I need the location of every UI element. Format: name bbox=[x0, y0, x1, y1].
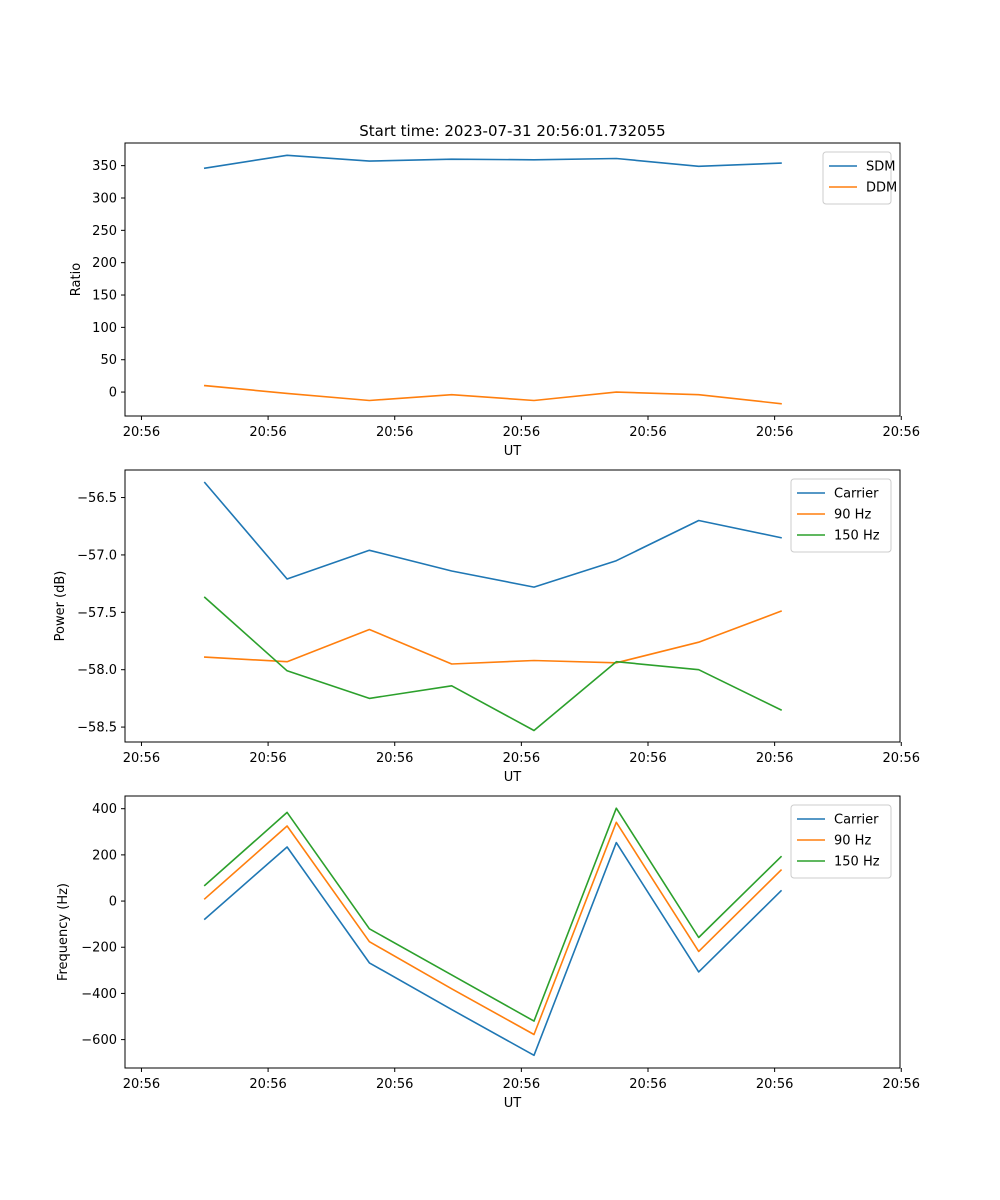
ratio-x-tick-label: 20:56 bbox=[503, 425, 540, 440]
frequency-panel: 20:56 20:56 20:56 20:56 20:56 20:56 20:56 −600 −… bbox=[56, 795, 920, 1111]
ratio-x-tick-label: 20:56 bbox=[629, 425, 666, 440]
ratio-y-tick-label: 50 bbox=[100, 353, 117, 368]
power-y-tick-label: −58.5 bbox=[77, 721, 117, 736]
frequency-x-tick-label: 20:56 bbox=[756, 1077, 793, 1092]
frequency-x-tick-label: 20:56 bbox=[629, 1077, 666, 1092]
power-legend-label-carrier: Carrier bbox=[834, 487, 879, 502]
power-y-tick-label: −58.0 bbox=[77, 663, 117, 678]
ratio-series-sdm-line bbox=[203, 154, 782, 170]
frequency-legend-label-150-hz: 150 Hz bbox=[834, 855, 880, 870]
ratio-x-tick-label: 20:56 bbox=[123, 425, 160, 440]
frequency-series-90-hz-line bbox=[203, 821, 783, 1036]
power-x-tick-label: 20:56 bbox=[123, 751, 160, 766]
frequency-series-carrier-line bbox=[203, 841, 783, 1057]
ratio-y-tick-label: 150 bbox=[92, 289, 117, 304]
frequency-x-tick-label: 20:56 bbox=[123, 1077, 160, 1092]
power-x-tick-label: 20:56 bbox=[883, 751, 920, 766]
power-legend-box bbox=[790, 478, 892, 553]
power-series-carrier-line bbox=[203, 481, 782, 588]
power-x-tick-label: 20:56 bbox=[503, 751, 540, 766]
frequency-y-tick-label: 200 bbox=[92, 848, 117, 863]
power-y-axis-label: Power (dB) bbox=[53, 571, 68, 642]
ratio-x-tick-label: 20:56 bbox=[883, 425, 920, 440]
frequency-x-tick-label: 20:56 bbox=[376, 1077, 413, 1092]
frequency-legend-box bbox=[790, 804, 892, 879]
power-y-tick-label: −56.5 bbox=[77, 491, 117, 506]
frequency-legend-label-carrier: Carrier bbox=[834, 813, 879, 828]
ratio-series-ddm-line bbox=[203, 384, 782, 405]
frequency-y-tick-label: 400 bbox=[92, 802, 117, 817]
frequency-y-tick-label: 0 bbox=[109, 895, 117, 910]
ratio-x-tick-label: 20:56 bbox=[376, 425, 413, 440]
ratio-y-tick-label: 0 bbox=[109, 386, 117, 401]
frequency-x-tick-label: 20:56 bbox=[883, 1077, 920, 1092]
ratio-panel: 20:56 20:56 20:56 20:56 20:56 20:56 20:56 0 50 10… bbox=[69, 142, 920, 459]
ratio-axes-frame bbox=[124, 142, 901, 417]
power-y-tick-label: −57.0 bbox=[77, 548, 117, 563]
ratio-legend-box bbox=[822, 151, 892, 205]
ratio-y-tick-label: 250 bbox=[92, 224, 117, 239]
ratio-x-axis-label: UT bbox=[504, 444, 522, 459]
frequency-y-tick-label: −400 bbox=[81, 987, 117, 1002]
frequency-y-tick-label: −600 bbox=[81, 1033, 117, 1048]
power-series-90-hz-line bbox=[203, 610, 783, 665]
power-legend-label-150-hz: 150 Hz bbox=[834, 529, 880, 544]
ratio-y-tick-label: 200 bbox=[92, 256, 117, 271]
power-x-tick-label: 20:56 bbox=[249, 751, 286, 766]
power-x-tick-label: 20:56 bbox=[756, 751, 793, 766]
power-series-150-hz-line bbox=[203, 596, 783, 732]
ratio-y-tick-label: 100 bbox=[92, 321, 117, 336]
power-axes-frame bbox=[124, 469, 901, 743]
frequency-legend: Carrier 90 Hz 150 Hz bbox=[790, 804, 892, 879]
frequency-series-150-hz-line bbox=[203, 807, 783, 1022]
frequency-legend-label-90-hz: 90 Hz bbox=[834, 834, 871, 849]
ratio-legend: SDM DDM bbox=[822, 151, 897, 205]
frequency-x-tick-label: 20:56 bbox=[249, 1077, 286, 1092]
frequency-x-tick-label: 20:56 bbox=[503, 1077, 540, 1092]
ratio-x-tick-label: 20:56 bbox=[756, 425, 793, 440]
power-x-tick-label: 20:56 bbox=[376, 751, 413, 766]
frequency-axes-frame bbox=[124, 795, 901, 1069]
chart-title: Start time: 2023-07-31 20:56:01.732055 bbox=[359, 122, 665, 140]
power-legend: Carrier 90 Hz 150 Hz bbox=[790, 478, 892, 553]
power-x-tick-label: 20:56 bbox=[629, 751, 666, 766]
ratio-x-tick-label: 20:56 bbox=[249, 425, 286, 440]
ratio-y-axis-label: Ratio bbox=[69, 263, 84, 296]
power-y-tick-label: −57.5 bbox=[77, 606, 117, 621]
frequency-y-tick-label: −200 bbox=[81, 941, 117, 956]
frequency-y-axis-label: Frequency (Hz) bbox=[56, 883, 71, 981]
power-x-axis-label: UT bbox=[504, 770, 522, 785]
ratio-y-tick-label: 350 bbox=[92, 159, 117, 174]
ratio-legend-label-ddm: DDM bbox=[866, 181, 897, 196]
frequency-x-axis-label: UT bbox=[504, 1096, 522, 1111]
power-panel: 20:56 20:56 20:56 20:56 20:56 20:56 20:56 −58.5… bbox=[53, 469, 920, 785]
power-legend-label-90-hz: 90 Hz bbox=[834, 508, 871, 523]
ratio-legend-label-sdm: SDM bbox=[866, 160, 895, 175]
ratio-y-tick-label: 300 bbox=[92, 191, 117, 206]
